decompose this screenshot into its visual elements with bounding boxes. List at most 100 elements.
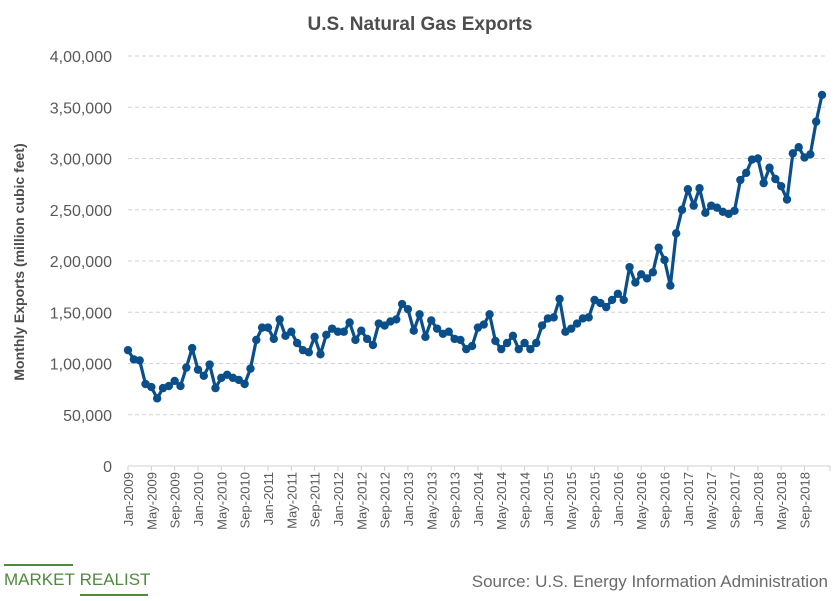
data-point (246, 364, 255, 373)
data-point (275, 315, 284, 324)
y-tick-label: 0 (103, 459, 112, 476)
data-point (683, 185, 693, 194)
data-point (811, 117, 821, 126)
data-point (782, 195, 792, 204)
x-tick-label: May-2015 (564, 472, 579, 530)
x-tick-label: Sep-2016 (658, 472, 673, 528)
market-realist-logo: MARKET REALIST (4, 564, 151, 596)
y-tick-label: 3,50,000 (50, 100, 112, 117)
data-point (176, 381, 185, 391)
data-point (648, 268, 658, 277)
data-point (170, 376, 179, 386)
data-point (339, 327, 348, 336)
data-point (211, 383, 220, 393)
data-point (712, 203, 722, 212)
data-point (368, 340, 378, 350)
x-tick-label: Sep-2012 (378, 472, 393, 528)
data-point (660, 255, 669, 265)
data-point (666, 281, 675, 290)
data-point (147, 382, 156, 392)
x-tick-label: Sep-2018 (798, 472, 813, 528)
data-point (415, 310, 424, 319)
x-tick-label: May-2009 (144, 472, 159, 530)
y-axis-ticks: 0 50,000 1,00,000 1,50,000 2,00,000 2,50,000 3… (50, 49, 112, 476)
data-point (444, 327, 453, 336)
data-point (619, 295, 628, 305)
data-point (135, 356, 144, 365)
x-tick-label: May-2018 (774, 472, 789, 530)
x-tick-label: Jan-2018 (751, 472, 766, 526)
x-tick-label: Jan-2015 (541, 472, 556, 526)
logo-text-market: MARKET (4, 570, 75, 589)
logo-text-realist: REALIST (79, 570, 151, 589)
x-tick-label: Jan-2009 (121, 472, 136, 526)
data-point (806, 150, 815, 159)
data-point (316, 350, 325, 359)
data-point (187, 343, 197, 353)
data-point (765, 163, 774, 172)
data-point (456, 335, 465, 345)
x-tick-label: Jan-2012 (331, 472, 346, 526)
data-point (695, 184, 704, 193)
data-point (672, 229, 681, 238)
data-point (520, 338, 529, 348)
source-note: Source: U.S. Energy Information Administ… (471, 572, 828, 591)
data-point (427, 316, 436, 325)
x-tick-label: Sep-2015 (588, 472, 603, 528)
data-point (526, 344, 535, 354)
series-group (123, 90, 827, 403)
data-point (392, 315, 401, 324)
x-tick-label: Sep-2011 (308, 472, 323, 527)
y-tick-label: 2,50,000 (50, 203, 112, 220)
x-tick-label: Sep-2017 (728, 472, 743, 528)
data-point (613, 289, 623, 298)
data-point (182, 363, 191, 372)
logo-bar-bottom (79, 594, 149, 596)
data-point (322, 330, 331, 339)
data-point (123, 345, 133, 355)
line-chart: U.S. Natural Gas Exports 0 50,000 1,00,000… (11, 14, 831, 530)
data-point (584, 313, 593, 322)
data-point (497, 344, 506, 354)
x-tick-label: Jan-2010 (191, 472, 206, 526)
data-point (508, 331, 518, 341)
y-tick-label: 2,00,000 (50, 254, 112, 271)
x-tick-label: Sep-2009 (168, 472, 183, 528)
x-tick-label: Jan-2011 (261, 472, 276, 525)
data-point (357, 326, 366, 335)
data-point (380, 321, 389, 330)
data-point (514, 344, 523, 354)
data-point (776, 181, 786, 191)
data-point (432, 324, 442, 333)
x-tick-label: Jan-2014 (471, 472, 486, 526)
x-axis-ticks: Jan-2009 May-2009 Sep-2009 Jan-2010 May-2010… (121, 466, 831, 530)
data-point (741, 168, 751, 178)
data-point (409, 326, 418, 335)
gridlines (128, 55, 826, 416)
data-point (631, 278, 640, 287)
chart-title: U.S. Natural Gas Exports (308, 14, 533, 35)
data-point (252, 335, 261, 345)
data-point (502, 338, 512, 348)
y-tick-label: 1,50,000 (50, 305, 112, 322)
logo-bar-top (4, 564, 73, 566)
data-point (164, 381, 174, 391)
data-point (491, 336, 500, 346)
x-tick-label: Jan-2017 (681, 472, 696, 526)
y-tick-label: 50,000 (63, 408, 112, 425)
data-point (572, 319, 582, 328)
data-point (199, 371, 209, 380)
data-point (304, 348, 313, 357)
data-point (771, 174, 780, 184)
data-point (193, 365, 203, 374)
x-tick-label: Jan-2016 (611, 472, 626, 526)
data-point (607, 295, 617, 305)
data-point (479, 320, 488, 329)
data-point (759, 178, 768, 188)
x-tick-label: May-2014 (494, 472, 509, 530)
data-point (602, 302, 611, 312)
data-point (689, 201, 698, 210)
data-point (537, 321, 547, 330)
data-point (817, 90, 827, 100)
y-tick-label: 4,00,000 (50, 49, 112, 66)
